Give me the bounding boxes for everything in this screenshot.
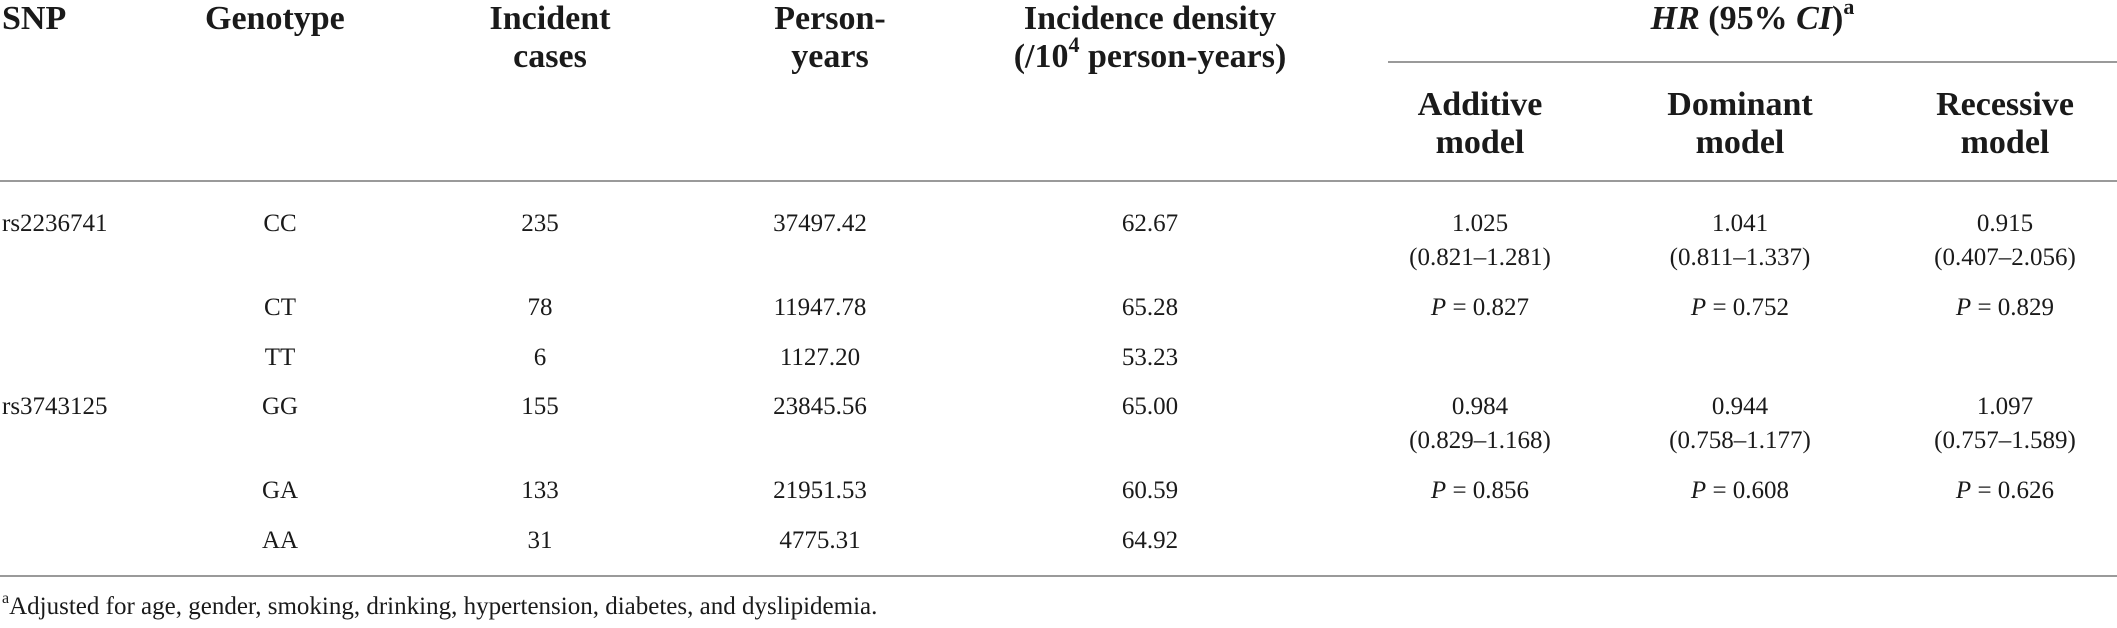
header-genotype: Genotype [205, 0, 345, 37]
header-incidence-density: Incidence density (/104 person-years) [1013, 0, 1287, 75]
cell-person-years: 37497.42 [773, 210, 867, 237]
header-hr-95ci: HR (95% CI)a [1650, 0, 1855, 37]
cell-density: 53.23 [1121, 344, 1179, 371]
hr-group-rule [1388, 61, 2117, 63]
cell-snp: rs2236741 [2, 210, 108, 237]
cell-cases: 235 [521, 210, 559, 237]
cell-hr-additive: 1.025 (0.821–1.281) [1409, 210, 1551, 271]
cell-person-years: 1127.20 [779, 344, 861, 371]
cell-person-years: 21951.53 [773, 477, 867, 504]
cell-density: 60.59 [1121, 477, 1179, 504]
cell-hr-additive: 0.984 (0.829–1.168) [1409, 393, 1551, 454]
cell-genotype: TT [264, 344, 296, 371]
header-person-years: Person- years [774, 0, 886, 75]
cell-p-additive: P = 0.827 [1430, 294, 1530, 321]
cell-genotype: CC [263, 210, 297, 237]
cell-person-years: 23845.56 [773, 393, 867, 420]
cell-hr-dominant: 1.041 (0.811–1.337) [1669, 210, 1811, 271]
cell-person-years: 11947.78 [773, 294, 867, 321]
cell-hr-recessive: 0.915 (0.407–2.056) [1934, 210, 2076, 271]
header-additive-model: Additive model [1417, 86, 1543, 161]
header-dominant-model: Dominant model [1667, 86, 1813, 161]
table-bottom-rule [0, 575, 2117, 577]
cell-p-dominant: P = 0.752 [1690, 294, 1790, 321]
cell-snp: rs3743125 [2, 393, 108, 420]
cell-hr-recessive: 1.097 (0.757–1.589) [1934, 393, 2076, 454]
header-snp: SNP [2, 0, 67, 37]
header-bottom-rule [0, 180, 2117, 182]
table-footnote: aAdjusted for age, gender, smoking, drin… [2, 589, 878, 620]
cell-cases: 78 [527, 294, 553, 321]
cell-genotype: AA [261, 527, 299, 554]
cell-cases: 31 [527, 527, 553, 554]
cell-density: 64.92 [1121, 527, 1179, 554]
cell-genotype: CT [264, 294, 296, 321]
cell-p-recessive: P = 0.829 [1955, 294, 2055, 321]
cell-cases: 6 [533, 344, 547, 371]
cell-density: 62.67 [1121, 210, 1179, 237]
cell-density: 65.00 [1121, 393, 1179, 420]
cell-p-additive: P = 0.856 [1430, 477, 1530, 504]
cell-p-recessive: P = 0.626 [1955, 477, 2055, 504]
cell-person-years: 4775.31 [779, 527, 861, 554]
cell-genotype: GG [261, 393, 299, 420]
header-recessive-model: Recessive model [1936, 86, 2074, 161]
header-incident-cases: Incident cases [489, 0, 611, 75]
cell-hr-dominant: 0.944 (0.758–1.177) [1669, 393, 1811, 454]
cell-density: 65.28 [1121, 294, 1179, 321]
cell-genotype: GA [261, 477, 299, 504]
cell-p-dominant: P = 0.608 [1690, 477, 1790, 504]
cell-cases: 133 [521, 477, 559, 504]
cell-cases: 155 [521, 393, 559, 420]
